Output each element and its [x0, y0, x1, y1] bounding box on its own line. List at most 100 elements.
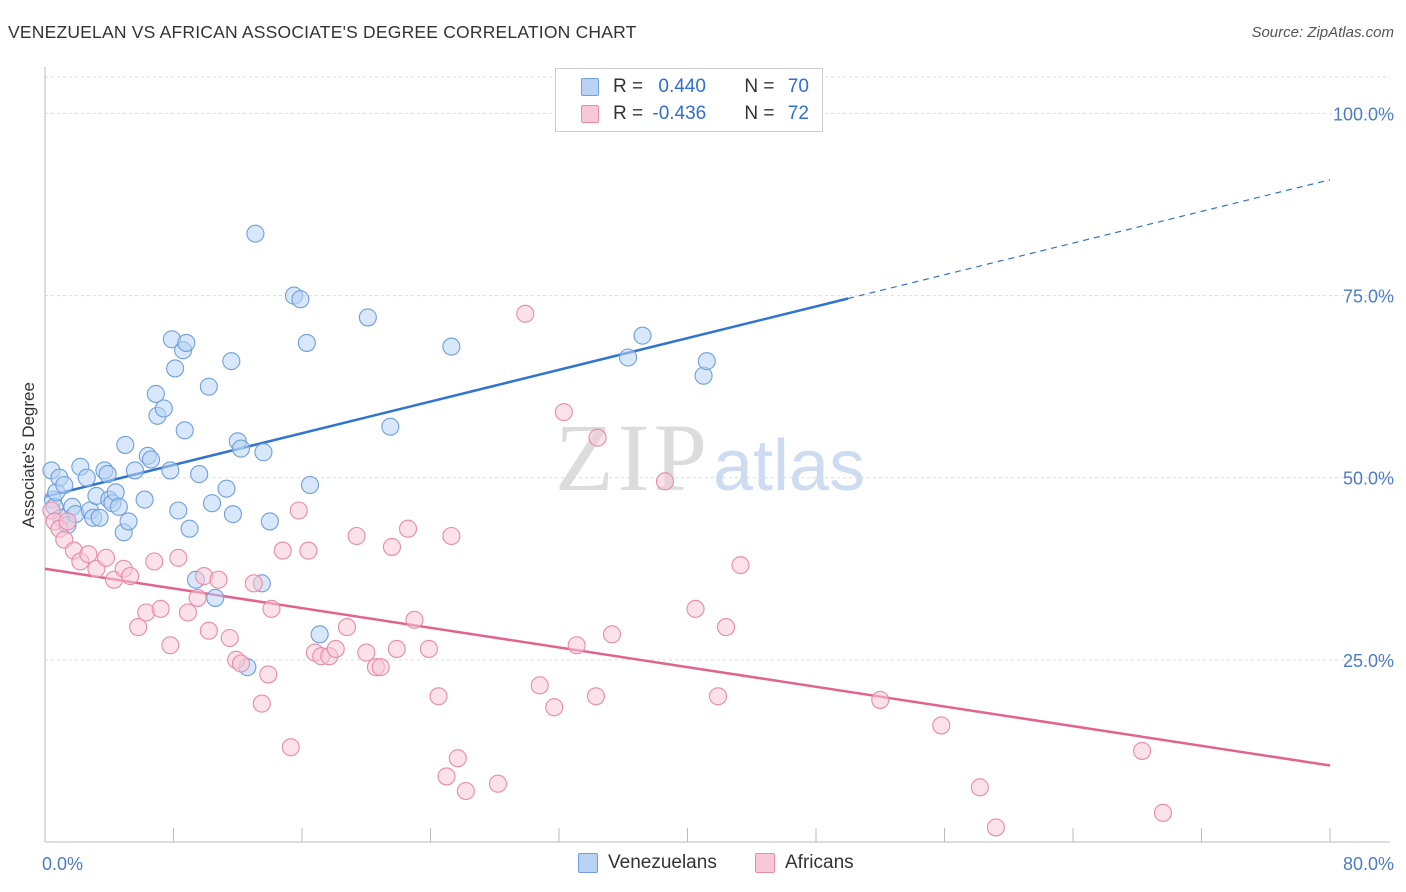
african-point	[586, 687, 605, 706]
african-point	[708, 687, 728, 706]
venezuelan-point	[223, 505, 242, 524]
venezuelan-point	[166, 359, 185, 378]
venezuelan-points	[42, 224, 716, 677]
african-point	[567, 636, 586, 655]
venezuelan-trend-line	[44, 297, 849, 498]
african-point	[161, 636, 180, 655]
african-point	[371, 658, 390, 677]
african-point	[96, 548, 116, 567]
venezuelan-point	[116, 435, 135, 454]
african-point	[442, 526, 461, 546]
venezuelan-point	[77, 468, 96, 487]
african-point	[387, 639, 406, 658]
correlation-legend: R = 0.440 N = 70 R = -0.436 N = 72	[555, 68, 823, 132]
y-tick-label: 25.0%	[1343, 651, 1394, 671]
data-points	[42, 224, 1172, 837]
venezuelan-point	[109, 497, 128, 516]
african-point	[545, 698, 564, 717]
venezuelan-point	[222, 352, 241, 371]
venezuelan-point	[619, 348, 638, 367]
venezuelan-point	[90, 508, 109, 527]
venezuelan-point	[300, 475, 320, 495]
venezuelan-point	[175, 421, 194, 440]
african-points	[42, 304, 1172, 837]
y-tick-label: 100.0%	[1333, 104, 1394, 124]
venezuelan-point	[291, 290, 310, 309]
african-point	[398, 519, 418, 538]
african-point	[970, 778, 989, 797]
african-point	[602, 625, 622, 644]
venezuelan-point	[190, 465, 209, 484]
african-point	[1133, 741, 1152, 760]
venezuelan-point	[177, 333, 196, 352]
venezuelan-point	[231, 439, 251, 458]
african-point	[456, 781, 475, 801]
venezuelan-point	[297, 333, 316, 352]
r-value: 0.440	[658, 76, 706, 97]
african-point	[731, 556, 750, 575]
african-point	[337, 618, 357, 637]
african-point	[554, 403, 573, 422]
african-point	[145, 552, 164, 571]
legend-label-venezuelans: Venezuelans	[608, 852, 717, 873]
venezuelan-point	[254, 443, 273, 462]
watermark-zip: ZIP	[555, 404, 711, 511]
venezuelan-point	[199, 377, 218, 396]
venezuelan-point	[98, 465, 117, 484]
venezuelan-trend-extension	[847, 179, 1331, 300]
venezuelan-point	[141, 450, 161, 469]
african-point	[289, 501, 308, 520]
african-point	[382, 537, 402, 556]
african-point	[259, 665, 278, 684]
african-point	[199, 621, 218, 640]
n-label: N =	[744, 103, 780, 124]
venezuelan-point	[146, 384, 165, 403]
venezuelan-point	[697, 352, 716, 371]
african-point	[986, 818, 1005, 837]
african-point	[488, 774, 508, 793]
venezuelan-point	[217, 479, 236, 498]
african-point	[121, 567, 140, 586]
african-point	[169, 548, 188, 567]
african-point	[273, 541, 292, 560]
african-point	[530, 676, 549, 695]
venezuelan-point	[180, 519, 199, 538]
trend-lines	[44, 179, 1331, 767]
grid-lines	[45, 76, 1390, 661]
legend-item-africans: Africans	[755, 852, 854, 874]
venezuelan-point	[169, 501, 188, 520]
venezuelan-point	[358, 308, 377, 327]
african-point	[1153, 803, 1172, 822]
african-point	[588, 428, 607, 447]
chart-title: VENEZUELAN VS AFRICAN ASSOCIATE'S DEGREE…	[8, 22, 637, 42]
venezuelan-point	[246, 224, 265, 243]
r-label: R =	[613, 76, 649, 97]
n-label: N =	[744, 76, 780, 97]
african-point	[448, 749, 467, 768]
x-tick-label: 0.0%	[42, 854, 83, 874]
series-legend: Venezuelans Africans	[0, 852, 1406, 876]
african-point	[437, 767, 456, 786]
venezuelan-swatch	[578, 853, 598, 873]
legend-item-venezuelans: Venezuelans	[578, 852, 717, 874]
y-tick-label: 75.0%	[1343, 287, 1394, 307]
african-point	[516, 304, 535, 323]
legend-row-africans: R = -0.436 N = 72	[581, 102, 809, 126]
y-tick-label: 50.0%	[1343, 469, 1394, 489]
african-point	[262, 599, 281, 618]
african-point	[429, 687, 448, 706]
african-point	[357, 643, 376, 662]
african-swatch	[581, 105, 599, 123]
african-point	[932, 716, 951, 735]
african-point	[244, 574, 263, 593]
legend-label-africans: Africans	[785, 852, 854, 873]
venezuelan-point	[119, 512, 138, 531]
african-point	[220, 628, 239, 648]
african-point	[655, 472, 675, 491]
african-point	[326, 639, 345, 658]
venezuelan-point	[381, 417, 400, 436]
venezuelan-point	[203, 494, 222, 513]
venezuelan-point	[206, 588, 225, 607]
venezuelan-point	[55, 475, 74, 495]
